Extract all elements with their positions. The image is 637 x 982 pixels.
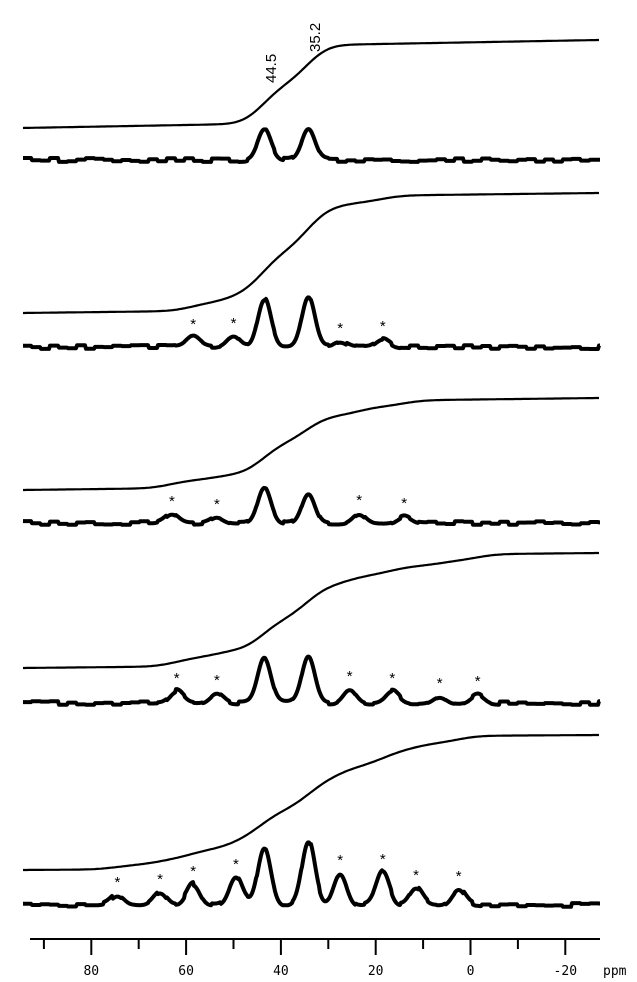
tick-label: 40 <box>273 964 289 979</box>
sideband-marker: * <box>114 874 120 891</box>
sideband-marker: * <box>231 315 237 332</box>
tick-label: 60 <box>178 964 194 979</box>
sideband-marker: * <box>157 871 163 888</box>
sideband-marker: * <box>190 316 196 333</box>
tick-label: 80 <box>83 964 99 979</box>
spectrum-2: * * * * <box>22 191 601 351</box>
sideband-marker: * <box>233 856 239 873</box>
sideband-marker: * <box>214 496 220 513</box>
peak-label-44-5: 44.5 <box>263 54 280 83</box>
integral-curve <box>23 191 599 315</box>
spectrum-trace <box>22 127 601 164</box>
spectrum-trace <box>22 654 601 707</box>
tick-label: 20 <box>368 964 384 979</box>
spectra-group: * * * * * * * * * * * * * * * * * * * * * * <box>22 38 601 909</box>
x-axis: 80 60 40 20 0 -20 ppm <box>30 938 627 979</box>
sideband-marker: * <box>347 668 353 685</box>
sideband-marker: * <box>214 672 220 689</box>
sideband-marker: * <box>337 320 343 337</box>
spectrum-5: * * * * * * * * <box>22 733 601 909</box>
sideband-marker: * <box>380 851 386 868</box>
sideband-marker: * <box>190 863 196 880</box>
integral-curve <box>23 396 599 492</box>
x-axis-ticks: 80 60 40 20 0 -20 <box>42 939 577 979</box>
sideband-marker: * <box>437 675 443 692</box>
integral-curve <box>23 551 599 670</box>
spectrum-3: * * * * <box>22 396 601 527</box>
integral-curve <box>22 38 599 130</box>
spectrum-trace <box>22 295 601 351</box>
spectrum-trace <box>22 840 601 909</box>
spectrum-1 <box>22 38 601 164</box>
integral-curve <box>23 733 599 872</box>
sideband-marker: * <box>380 318 386 335</box>
peak-annotations: 44.5 35.2 <box>263 23 324 83</box>
tick-label: -20 <box>554 964 577 979</box>
spectrum-trace <box>22 485 601 527</box>
sideband-marker: * <box>356 492 362 509</box>
peak-label-35-2: 35.2 <box>307 23 324 52</box>
sideband-marker: * <box>401 495 407 512</box>
sideband-marker: * <box>389 670 395 687</box>
sideband-marker: * <box>475 673 481 690</box>
tick-label: 0 <box>467 964 475 979</box>
sideband-marker: * <box>456 868 462 885</box>
sideband-marker: * <box>169 493 175 510</box>
sideband-marker: * <box>413 867 419 884</box>
sideband-marker: * <box>174 670 180 687</box>
sideband-marker: * <box>337 852 343 869</box>
x-axis-unit-label: ppm <box>603 964 627 979</box>
spectrum-4: * * * * * * <box>22 551 601 707</box>
